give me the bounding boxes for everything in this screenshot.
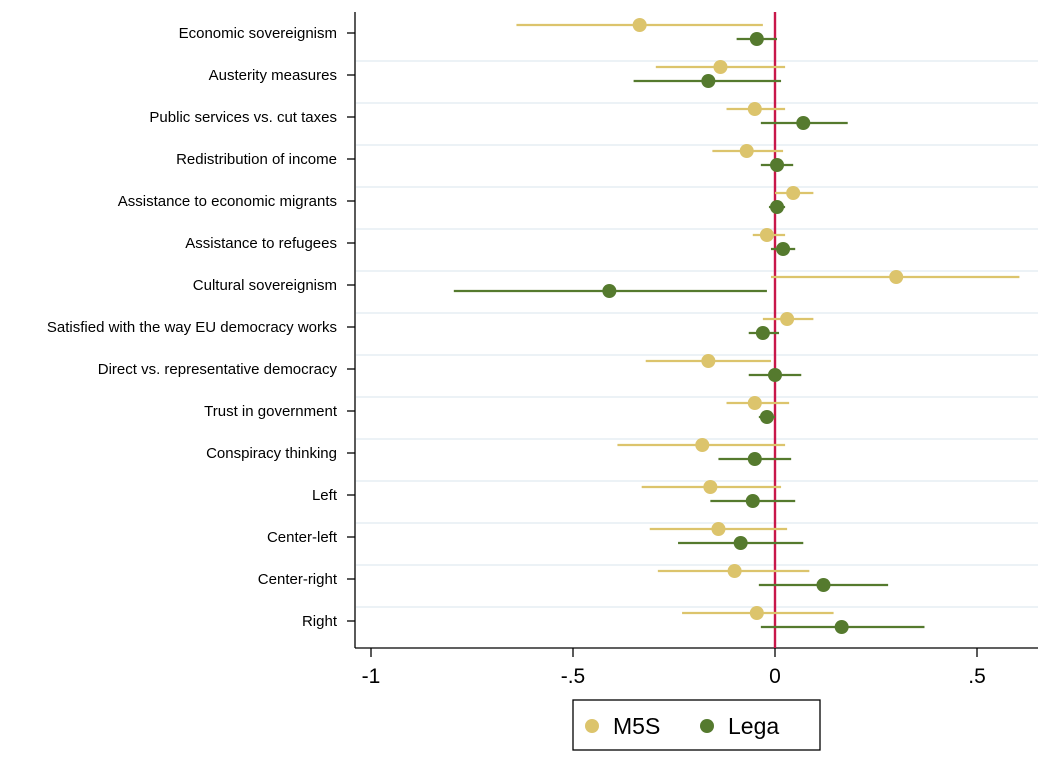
m5s-point — [749, 606, 764, 620]
category-label: Right — [302, 613, 338, 630]
legend-marker-lega — [700, 719, 714, 733]
lega-point — [776, 242, 791, 256]
m5s-point — [727, 564, 742, 578]
legend-marker-m5s — [585, 719, 599, 733]
category-label: Center-left — [267, 529, 338, 546]
lega-point — [796, 116, 811, 130]
m5s-point — [701, 354, 716, 368]
m5s-point — [713, 60, 728, 74]
legend-box — [572, 699, 821, 751]
lega-point — [701, 74, 716, 88]
x-tick-label: -1 — [362, 665, 381, 688]
category-label: Conspiracy thinking — [206, 445, 337, 462]
category-label: Satisfied with the way EU democracy work… — [47, 319, 337, 336]
lega-point — [602, 284, 617, 298]
lega-point — [747, 452, 762, 466]
lega-point — [816, 578, 831, 592]
category-label: Assistance to economic migrants — [118, 193, 337, 210]
m5s-point — [695, 438, 710, 452]
category-label: Assistance to refugees — [185, 235, 337, 252]
category-label: Center-right — [258, 571, 338, 588]
legend-label-m5s: M5S — [613, 713, 660, 739]
x-tick-label: 0 — [769, 665, 781, 688]
m5s-point — [780, 312, 795, 326]
lega-point — [759, 410, 774, 424]
m5s-point — [739, 144, 754, 158]
lega-point — [733, 536, 748, 550]
lega-point — [770, 158, 785, 172]
m5s-point — [786, 186, 801, 200]
lega-point — [755, 326, 770, 340]
m5s-point — [747, 102, 762, 116]
lega-point — [768, 368, 782, 382]
category-label: Economic sovereignism — [179, 25, 337, 42]
lega-point — [745, 494, 760, 508]
lega-point — [770, 200, 785, 214]
category-label: Redistribution of income — [176, 151, 337, 168]
x-tick-label: .5 — [968, 665, 986, 688]
m5s-point — [759, 228, 774, 242]
legend-label-lega: Lega — [728, 713, 779, 739]
m5s-point — [889, 270, 904, 284]
m5s-point — [703, 480, 718, 494]
lega-point — [834, 620, 849, 634]
category-label: Left — [312, 487, 338, 504]
x-tick-label: -.5 — [561, 665, 586, 688]
m5s-point — [711, 522, 726, 536]
category-label: Direct vs. representative democracy — [98, 361, 338, 378]
m5s-point — [632, 18, 647, 32]
m5s-point — [747, 396, 762, 410]
category-label: Austerity measures — [209, 67, 337, 84]
category-label: Cultural sovereignism — [193, 277, 337, 294]
lega-point — [749, 32, 764, 46]
category-label: Trust in government — [204, 403, 338, 420]
category-label: Public services vs. cut taxes — [149, 109, 337, 126]
